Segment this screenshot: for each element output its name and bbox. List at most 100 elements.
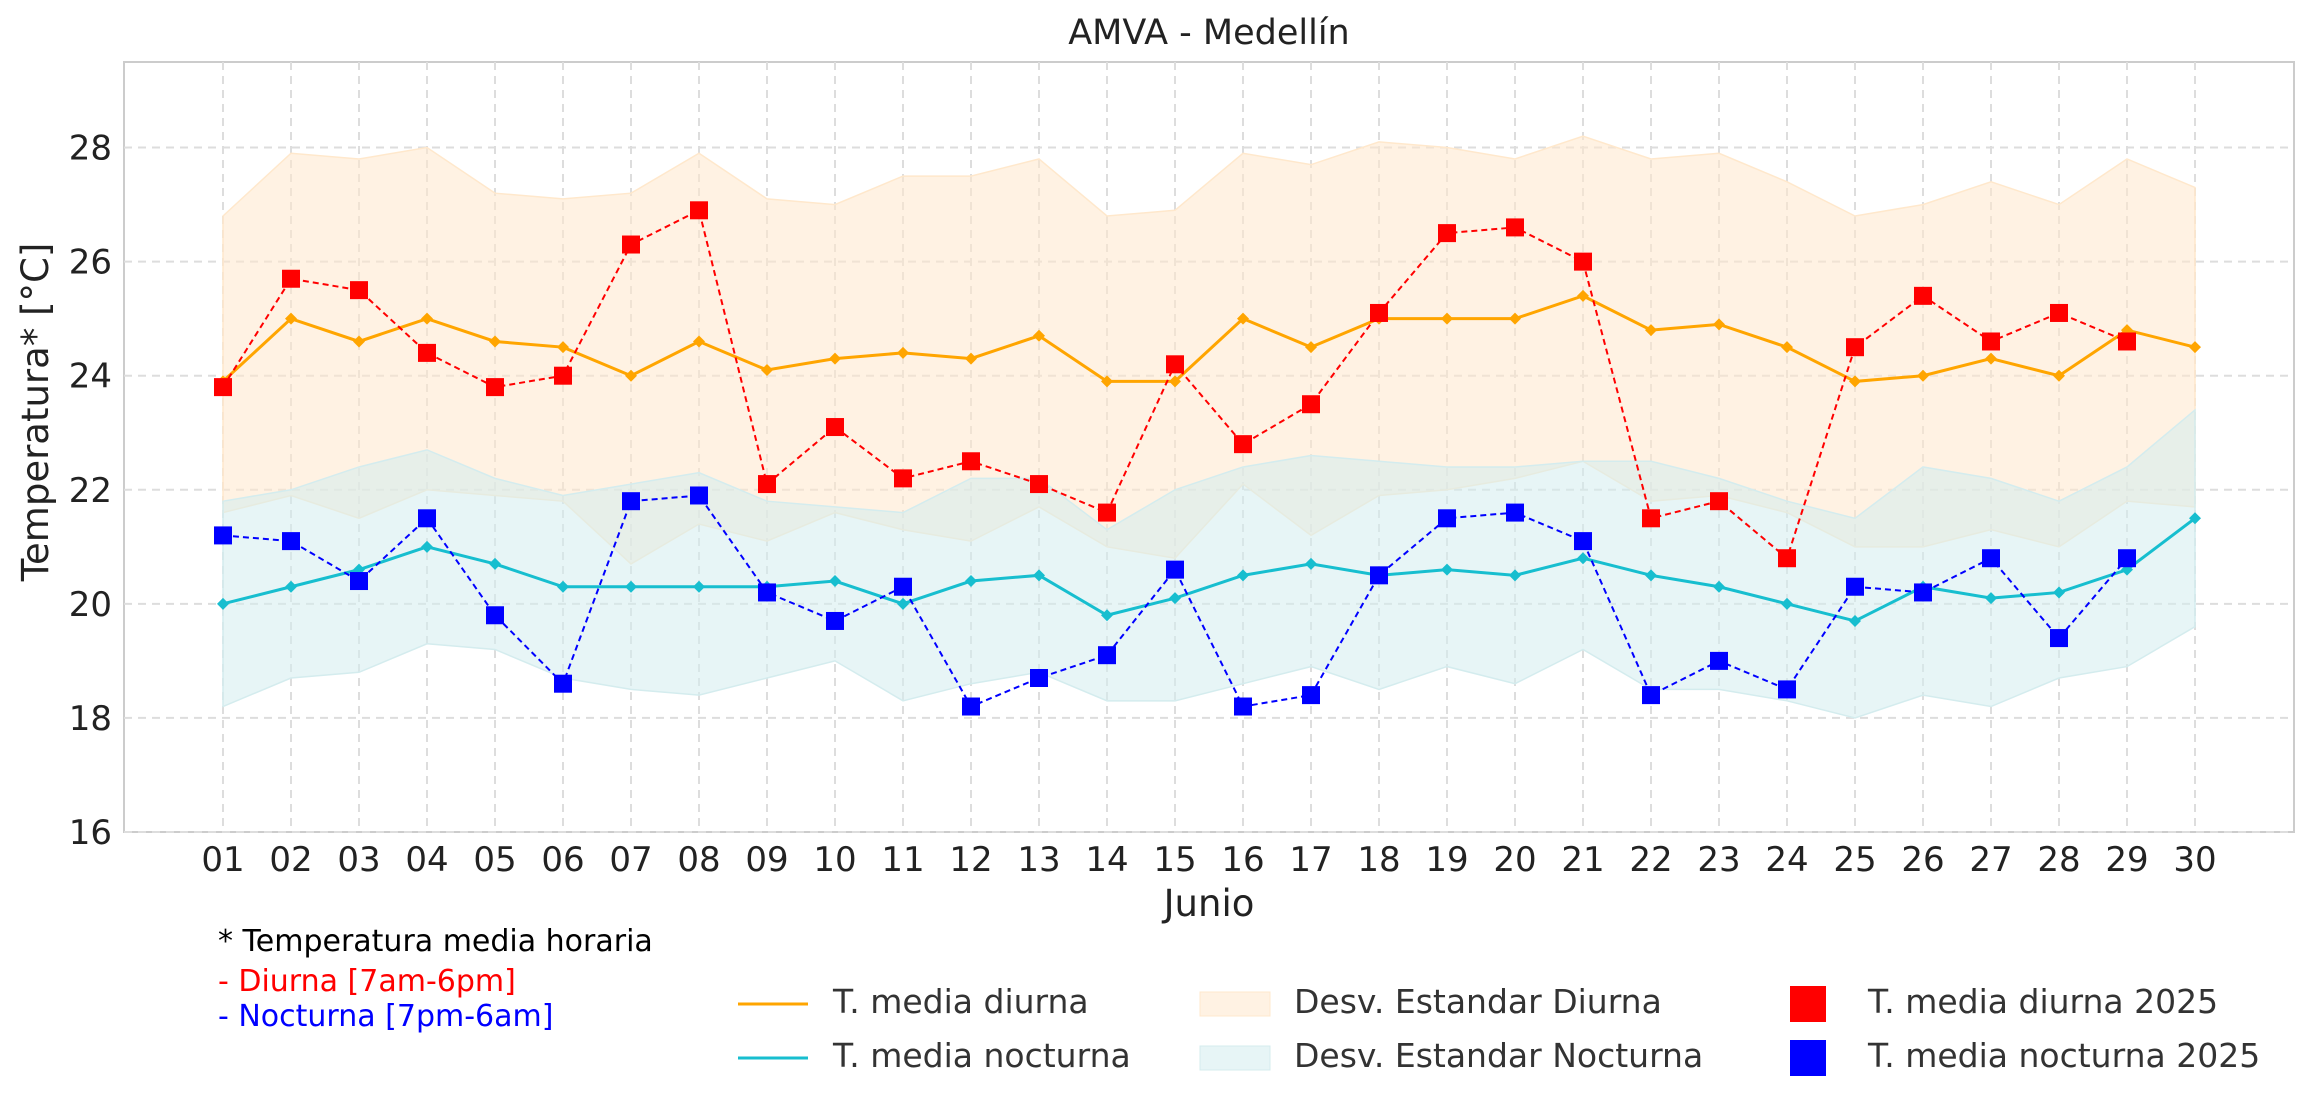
mean-point [1917,369,1929,382]
y-tick-label: 16 [69,813,112,853]
x-tick-label: 02 [269,840,312,880]
x-tick-label: 14 [1085,840,1128,880]
year-2025-point [1710,492,1728,511]
year-2025-point [1574,532,1592,551]
mean-point [1509,569,1521,582]
mean-point [1305,341,1317,354]
year-2025-point [1370,566,1388,585]
mean-point [1849,614,1861,627]
chart-title: AMVA - Medellín [1068,13,1350,53]
mean-point [1781,597,1793,610]
mean-point [285,580,297,593]
legend-swatch-day-std [1199,991,1271,1017]
mean-point [1237,312,1249,325]
year-2025-point [2050,629,2068,648]
mean-point [965,352,977,365]
y-tick-labels: 16 18 20 22 24 26 28 [69,129,112,853]
x-tick-label: 17 [1289,840,1332,880]
year-2025-point [554,366,572,385]
year-2025-point [418,509,436,528]
year-2025-point [1914,583,1932,602]
year-2025-point [1846,577,1864,596]
y-tick-label: 22 [69,471,112,511]
year-2025-point [486,606,504,625]
x-tick-label: 21 [1561,840,1604,880]
year-2025-point [1302,686,1320,705]
x-tick-label: 25 [1833,840,1876,880]
year-2025-point [1710,651,1728,670]
year-2025-point [1166,560,1184,579]
year-2025-point [1438,224,1456,243]
mean-point [1101,609,1113,622]
legend-label-day-mean: T. media diurna [833,982,1089,1021]
year-2025-point [1574,252,1592,271]
mean-point [1577,289,1589,302]
y-tick-label: 28 [69,129,112,169]
x-tick-label: 16 [1221,840,1264,880]
year-2025-point [2118,332,2136,351]
year-2025-point [418,343,436,362]
mean-point [1033,329,1045,342]
year-2025-point [2050,303,2068,322]
mean-line [221,294,2196,383]
y-tick-label: 26 [69,243,112,283]
x-axis-label: Junio [1162,882,1255,925]
year-2025-line [222,494,2128,708]
mean-point [1441,312,1453,325]
x-tick-label: 30 [2173,840,2216,880]
x-tick-label: 15 [1153,840,1196,880]
mean-point [693,335,705,348]
y-tick-label: 20 [69,585,112,625]
year-2025-point [486,378,504,397]
legend-swatches [738,986,1826,1076]
footnote: * Temperatura media horaria [218,924,653,959]
mean-point [285,312,297,325]
mean-point [557,341,569,354]
x-tick-label: 09 [745,840,788,880]
mean-point [2189,341,2201,354]
note-night: - Nocturna [7pm-6am] [218,999,554,1034]
x-tick-label: 11 [881,840,924,880]
x-tick-label: 18 [1357,840,1400,880]
x-tick-label: 29 [2105,840,2148,880]
year-2025-point [1234,435,1252,454]
y-tick-label: 24 [69,357,112,397]
legend-swatch-night-std [1199,1045,1271,1071]
x-tick-label: 19 [1425,840,1468,880]
legend-label-day-std: Desv. Estandar Diurna [1294,982,1662,1021]
mean-point [897,597,909,610]
year-2025-point [282,532,300,551]
mean-point [1985,592,1997,605]
mean-point [353,335,365,348]
year-2025-point [214,378,232,397]
mean-point [2053,586,2065,599]
year-2025-point [826,418,844,437]
mean-point [1781,341,1793,354]
mean-point [1033,569,1045,582]
x-tick-label: 01 [201,840,244,880]
mean-point [1169,375,1181,388]
year-2025-point [1098,646,1116,665]
mean-point [965,575,977,588]
note-day: - Diurna [7am-6pm] [218,964,516,999]
mean-point [1509,312,1521,325]
year-2025-point [1506,218,1524,237]
year-2025-point [1506,503,1524,522]
legend-label-day-2025: T. media diurna 2025 [1868,982,2219,1021]
x-tick-label: 03 [337,840,380,880]
mean-point [829,575,841,588]
year-2025-point [758,475,776,494]
year-2025-point [894,577,912,596]
year-2025-point [554,674,572,693]
mean-point [1441,563,1453,576]
mean-point [489,557,501,570]
mean-point [1101,375,1113,388]
x-tick-label: 20 [1493,840,1536,880]
mean-point [761,364,773,376]
mean-point [1577,552,1589,565]
mean-point [1713,580,1725,593]
year-2025-point [282,269,300,288]
x-tick-label: 12 [949,840,992,880]
year-2025-point [622,235,640,254]
mean-point [217,597,229,610]
